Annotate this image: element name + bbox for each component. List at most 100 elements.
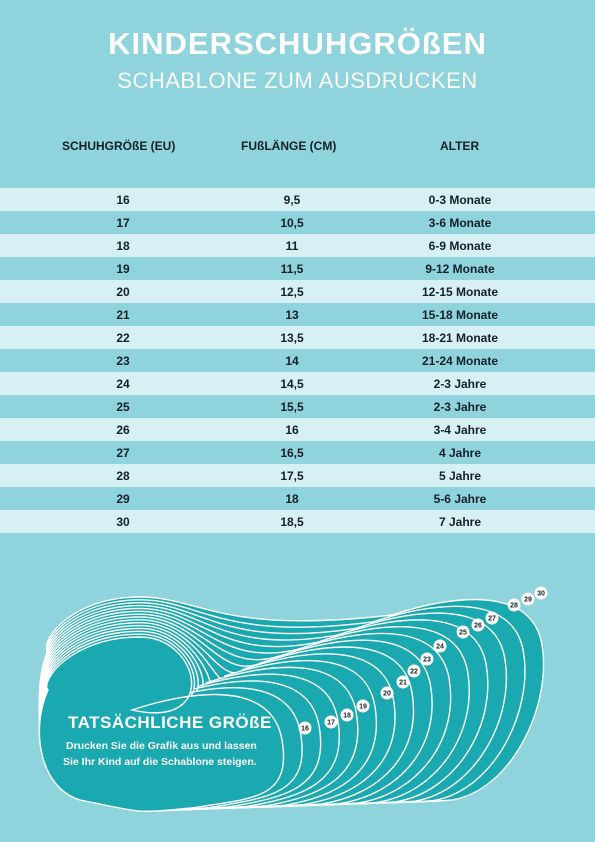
size-cell: 19 — [116, 261, 130, 276]
size-marker: 24 — [433, 639, 447, 653]
table-row: 18 11 6-9 Monate — [0, 234, 595, 257]
table-row: 28 17,5 5 Jahre — [0, 464, 595, 487]
age-cell: 2-3 Jahre — [433, 376, 487, 391]
age-cell: 6-9 Monate — [428, 238, 492, 253]
size-marker-circle — [534, 586, 548, 600]
size-cell: 23 — [116, 353, 130, 368]
size-marker: 18 — [340, 708, 354, 722]
size-marker-circle — [521, 592, 535, 606]
size-marker: 20 — [380, 686, 394, 700]
size-marker-circle — [380, 686, 394, 700]
size-marker: 22 — [407, 664, 421, 678]
size-marker-label: 30 — [537, 591, 545, 598]
size-cell: 24 — [116, 376, 130, 391]
age-cell: 12-15 Monate — [421, 284, 499, 299]
foot-length-cell: 18,5 — [280, 514, 304, 529]
table-row: 20 12,5 12-15 Monate — [0, 280, 595, 303]
table-row: 27 16,5 4 Jahre — [0, 441, 595, 464]
size-cell: 30 — [116, 514, 130, 529]
foot-length-cell: 16,5 — [280, 445, 304, 460]
age-cell: 15-18 Monate — [421, 307, 499, 322]
template-instruction-line-1: Drucken Sie die Grafik aus und lassen — [66, 740, 257, 752]
table-row: 17 10,5 3-6 Monate — [0, 211, 595, 234]
foot-length-cell: 15,5 — [280, 399, 304, 414]
size-marker: 28 — [507, 598, 521, 612]
foot-length-cell: 10,5 — [280, 215, 304, 230]
column-header-size: SCHUHGRÖßE (EU) — [62, 139, 176, 153]
size-marker-label: 27 — [488, 616, 496, 623]
age-cell: 18-21 Monate — [421, 330, 499, 345]
size-marker-label: 19 — [359, 704, 367, 711]
table-row: 16 9,5 0-3 Monate — [0, 188, 595, 211]
size-marker-circle — [456, 625, 470, 639]
foot-length-cell: 16 — [285, 422, 299, 437]
size-cell: 25 — [116, 399, 130, 414]
column-header-age: ALTER — [440, 139, 480, 153]
size-marker-circle — [471, 618, 485, 632]
template-instruction-line-2: Sie Ihr Kind auf die Schablone steigen. — [63, 756, 257, 768]
age-cell: 5-6 Jahre — [433, 491, 487, 506]
foot-length-cell: 13,5 — [280, 330, 304, 345]
size-marker-circle — [340, 708, 354, 722]
table-row: 25 15,5 2-3 Jahre — [0, 395, 595, 418]
table-row: 26 16 3-4 Jahre — [0, 418, 595, 441]
size-marker: 19 — [356, 699, 370, 713]
size-cell: 26 — [116, 422, 130, 437]
age-cell: 0-3 Monate — [428, 192, 492, 207]
size-cell: 27 — [116, 445, 130, 460]
page-subtitle: SCHABLONE ZUM AUSDRUCKEN — [117, 68, 478, 93]
table-row: 29 18 5-6 Jahre — [0, 487, 595, 510]
table-row: 24 14,5 2-3 Jahre — [0, 372, 595, 395]
size-marker-label: 26 — [474, 623, 482, 630]
age-cell: 3-6 Monate — [428, 215, 492, 230]
size-marker-label: 25 — [459, 630, 467, 637]
size-table: 16 9,5 0-3 Monate 17 10,5 3-6 Monate 18 11 6-9 M… — [0, 188, 595, 533]
size-marker-label: 17 — [327, 720, 335, 727]
size-marker: 29 — [521, 592, 535, 606]
size-marker-label: 24 — [436, 644, 444, 651]
size-marker-label: 23 — [423, 657, 431, 664]
foot-length-cell: 18 — [285, 491, 299, 506]
page-title: KINDERSCHUHGRÖßEN — [108, 26, 487, 61]
age-cell: 2-3 Jahre — [433, 399, 487, 414]
foot-length-cell: 11,5 — [280, 261, 304, 276]
size-marker-circle — [507, 598, 521, 612]
age-cell: 7 Jahre — [438, 514, 482, 529]
size-cell: 17 — [116, 215, 130, 230]
foot-length-cell: 14,5 — [280, 376, 304, 391]
table-row: 19 11,5 9-12 Monate — [0, 257, 595, 280]
foot-length-cell: 12,5 — [280, 284, 304, 299]
size-cell: 21 — [116, 307, 130, 322]
foot-length-cell: 13 — [285, 307, 299, 322]
age-cell: 3-4 Jahre — [433, 422, 487, 437]
table-row: 22 13,5 18-21 Monate — [0, 326, 595, 349]
size-marker-label: 16 — [301, 726, 309, 733]
size-marker-circle — [433, 639, 447, 653]
size-marker-circle — [356, 699, 370, 713]
size-marker: 21 — [396, 675, 410, 689]
age-cell: 21-24 Monate — [421, 353, 499, 368]
foot-length-cell: 11 — [285, 238, 299, 253]
size-marker-label: 22 — [410, 669, 418, 676]
age-cell: 9-12 Monate — [425, 261, 495, 276]
age-cell: 4 Jahre — [438, 445, 482, 460]
size-marker: 17 — [324, 715, 338, 729]
foot-length-cell: 14 — [285, 353, 299, 368]
size-marker: 27 — [485, 611, 499, 625]
size-marker: 26 — [471, 618, 485, 632]
size-marker-label: 18 — [343, 713, 351, 720]
size-marker-label: 28 — [510, 603, 518, 610]
size-cell: 22 — [116, 330, 130, 345]
foot-length-cell: 9,5 — [283, 192, 301, 207]
size-marker-circle — [396, 675, 410, 689]
table-row: 23 14 21-24 Monate — [0, 349, 595, 372]
size-cell: 29 — [116, 491, 130, 506]
size-marker: 25 — [456, 625, 470, 639]
size-outline-16 — [38, 636, 285, 813]
template-title: TATSÄCHLICHE GRÖßE — [68, 713, 272, 732]
size-marker-label: 29 — [524, 597, 532, 604]
size-marker-circle — [420, 652, 434, 666]
size-marker: 16 — [298, 721, 312, 735]
size-cell: 16 — [116, 192, 130, 207]
